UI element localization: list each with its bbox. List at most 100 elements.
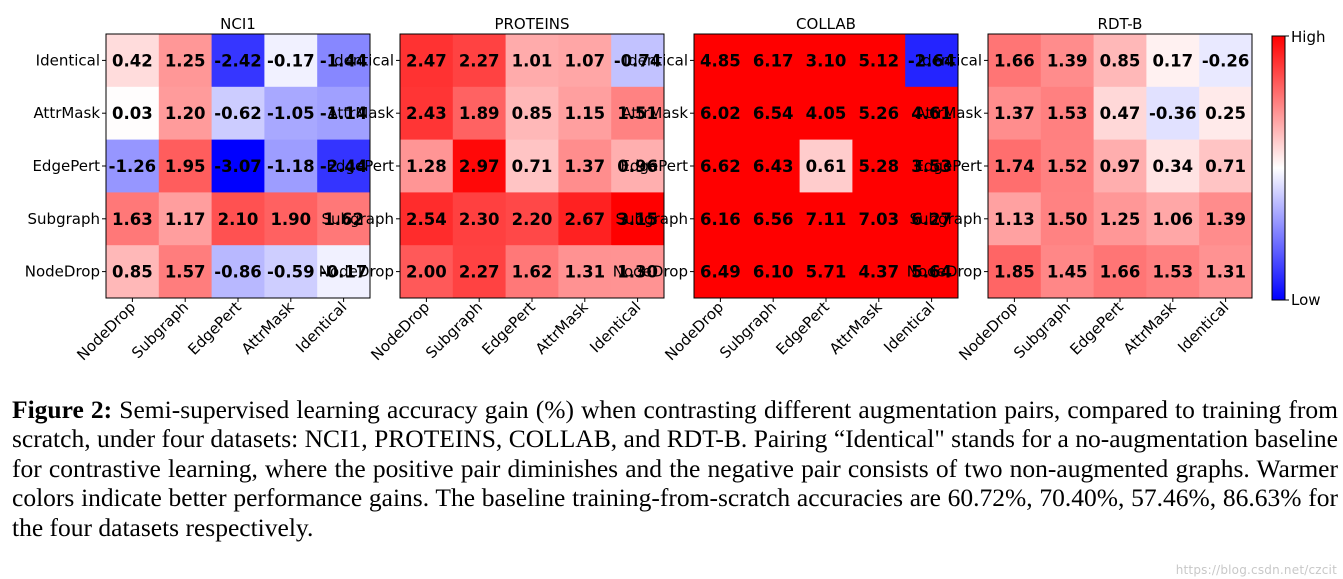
cell-value-label: 6.02: [700, 104, 741, 123]
cell-value-label: 6.54: [753, 104, 794, 123]
y-tick-label: EdgePert: [32, 157, 100, 175]
cell-value-label: 1.39: [1047, 51, 1088, 70]
cell-value-label: 2.47: [406, 51, 447, 70]
cell-value-label: 6.10: [753, 263, 794, 282]
heatmap-cell: [852, 192, 906, 246]
cell-value-label: 1.31: [564, 263, 605, 282]
y-tick-label: Subgraph: [910, 210, 982, 228]
heatmap-cell: [505, 34, 559, 88]
cell-value-label: 1.45: [1047, 263, 1088, 282]
cell-value-label: 2.27: [459, 263, 500, 282]
cell-value-label: 0.85: [512, 104, 553, 123]
heatmap-cell: [988, 245, 1042, 299]
heatmap-panel-3: RDT-B 1.66 1.39 0.85 0.17 -0.26 1.37 1.53 0.47 -0…: [907, 15, 1253, 364]
heatmap-cell: [1199, 192, 1253, 246]
cell-value-label: 1.51: [617, 104, 658, 123]
cell-value-label: 0.25: [1205, 104, 1246, 123]
heatmap-cell: [106, 245, 160, 299]
heatmap-cell: [905, 34, 959, 88]
heatmap-cell: [106, 139, 160, 193]
heatmap-cell: [400, 192, 454, 246]
heatmap-cell: [505, 192, 559, 246]
panel-title: RDT-B: [1098, 15, 1143, 33]
watermark: https://blog.csdn.net/czcit: [1175, 563, 1337, 577]
heatmap-cell: [799, 139, 853, 193]
panel-title: COLLAB: [796, 15, 856, 33]
x-tick-label: Identical: [586, 298, 644, 356]
heatmap-cell: [452, 86, 506, 140]
colorbar-gradient: [1271, 35, 1286, 301]
cell-value-label: -1.14: [320, 104, 368, 123]
heatmap-cell: [988, 192, 1042, 246]
cell-value-label: 3.15: [617, 210, 658, 229]
heatmap-cell: [799, 192, 853, 246]
figure-caption-label: Figure 2:: [12, 395, 113, 424]
cell-value-label: -2.44: [320, 157, 368, 176]
heatmap-figure: NCI1 0.42 1.25 -2.42 -0.17 -1.44 0.03 1.20 -0.62…: [25, 15, 1326, 364]
x-tick-label: NodeDrop: [955, 298, 1021, 364]
cell-value-label: 1.85: [994, 263, 1035, 282]
cell-value-label: 4.85: [700, 51, 741, 70]
cell-value-label: 2.67: [564, 210, 605, 229]
heatmap-cell: [1093, 86, 1147, 140]
cell-value-label: 1.20: [165, 104, 206, 123]
y-tick-label: AttrMask: [621, 104, 688, 122]
heatmap-cell: [694, 192, 748, 246]
heatmap-cell: [1146, 192, 1200, 246]
cell-value-label: -1.26: [109, 157, 157, 176]
heatmap-cell: [611, 86, 665, 140]
cell-value-label: 1.30: [617, 263, 658, 282]
colorbar: High Low: [1271, 28, 1325, 309]
heatmap-cell: [852, 86, 906, 140]
x-tick-label: Identical: [1174, 298, 1232, 356]
heatmap-cell: [694, 139, 748, 193]
cell-value-label: 0.85: [112, 263, 153, 282]
cell-value-label: -2.42: [214, 51, 262, 70]
cell-value-label: -0.59: [267, 263, 315, 282]
cell-value-label: 1.01: [512, 51, 553, 70]
x-tick-label: AttrMask: [1120, 298, 1180, 358]
heatmap-cell: [611, 34, 665, 88]
y-tick-label: NodeDrop: [613, 263, 688, 281]
cell-value-label: 0.42: [112, 51, 153, 70]
heatmap-cell: [400, 34, 454, 88]
cell-value-label: 6.27: [911, 210, 952, 229]
heatmap-cell: [264, 34, 318, 88]
heatmap-cell: [1199, 86, 1253, 140]
cell-value-label: 1.95: [165, 157, 206, 176]
heatmap-cell: [746, 34, 800, 88]
cell-value-label: -2.64: [908, 51, 956, 70]
x-tick-label: AttrMask: [238, 298, 298, 358]
y-tick-label: Subgraph: [322, 210, 394, 228]
cell-value-label: 1.28: [406, 157, 447, 176]
cell-value-label: 1.25: [1100, 210, 1141, 229]
heatmap-cell: [1040, 139, 1094, 193]
heatmap-cell: [317, 245, 371, 299]
cell-value-label: 0.97: [1100, 157, 1141, 176]
x-tick-label: Subgraph: [716, 298, 780, 362]
x-tick-label: Identical: [292, 298, 350, 356]
heatmap-cell: [317, 192, 371, 246]
heatmap-cell: [452, 245, 506, 299]
cell-value-label: 7.03: [858, 210, 899, 229]
cell-value-label: 0.34: [1152, 157, 1193, 176]
cell-value-label: 4.61: [911, 104, 952, 123]
heatmap-cell: [852, 34, 906, 88]
y-tick-label: EdgePert: [326, 157, 394, 175]
y-tick-label: AttrMask: [33, 104, 100, 122]
cell-value-label: 0.47: [1100, 104, 1141, 123]
heatmap-cell: [905, 245, 959, 299]
heatmap-cell: [746, 245, 800, 299]
heatmap-cell: [799, 34, 853, 88]
heatmap-cell: [799, 86, 853, 140]
y-tick-label: Subgraph: [28, 210, 100, 228]
heatmap-cell: [1040, 245, 1094, 299]
cell-value-label: 1.63: [112, 210, 153, 229]
cell-value-label: 1.06: [1152, 210, 1193, 229]
heatmap-cell: [905, 139, 959, 193]
heatmap-cell: [317, 86, 371, 140]
heatmap-cell: [317, 139, 371, 193]
heatmap-cell: [1093, 34, 1147, 88]
figure-caption-text: Semi-supervised learning accuracy gain (…: [12, 395, 1339, 542]
heatmap-cell: [264, 86, 318, 140]
